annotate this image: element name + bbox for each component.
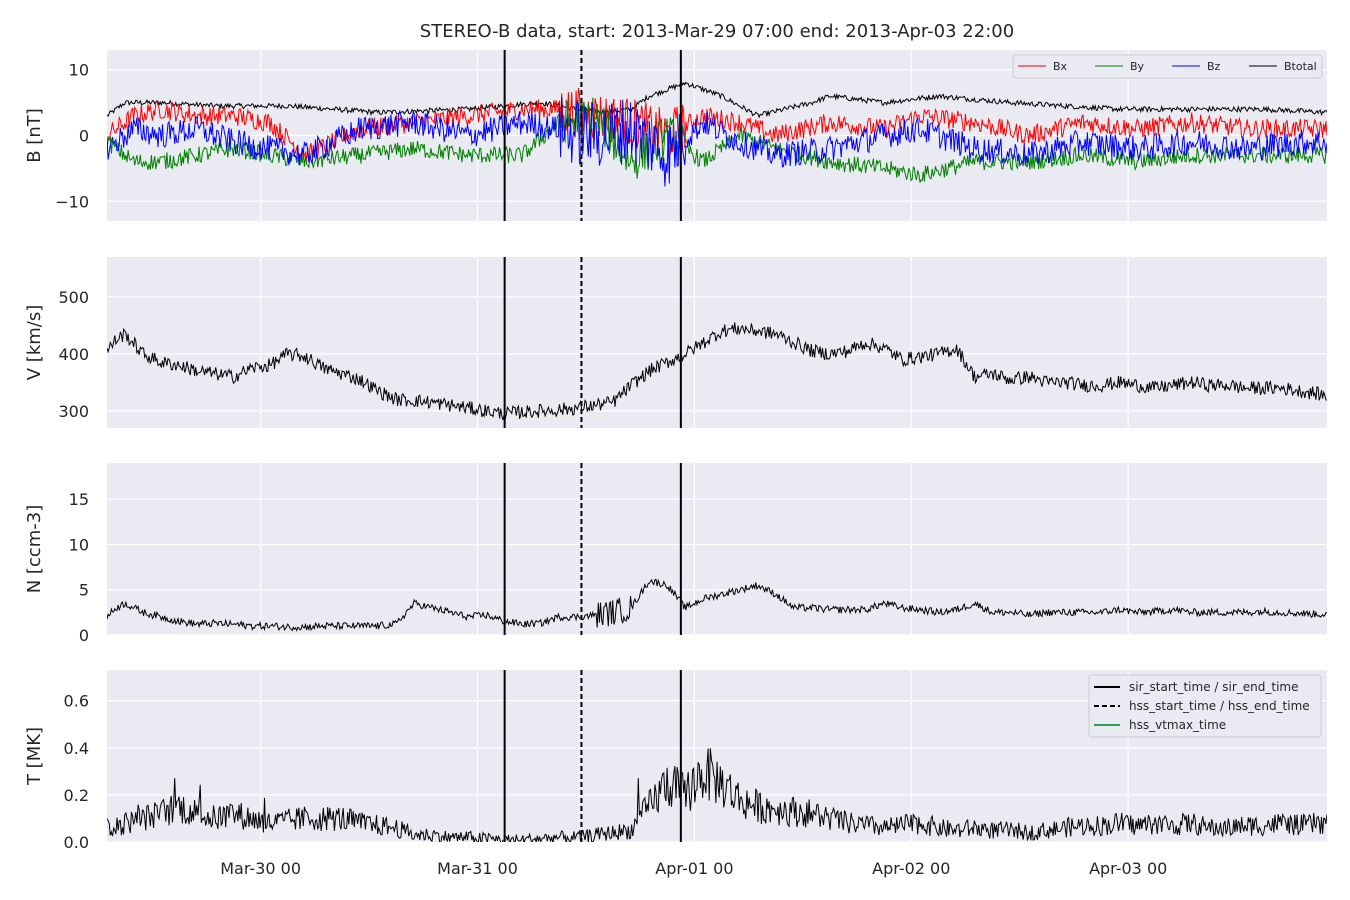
panel-background (107, 463, 1327, 635)
legend-label-bz: Bz (1207, 60, 1221, 73)
plot-area (107, 578, 1327, 632)
legend-label-0: sir_start_time / sir_end_time (1129, 680, 1299, 694)
series-bx-line (107, 88, 1327, 163)
y-axis-label: N [ccm-3] (24, 505, 45, 594)
y-tick-label: 400 (58, 345, 89, 364)
legend-events: sir_start_time / sir_end_time hss_start_t… (1088, 674, 1322, 738)
y-tick-label: 500 (58, 288, 89, 307)
series-btotal-line (107, 81, 1327, 119)
series-t-line (107, 748, 1327, 842)
x-tick-labels: Mar-30 00 Mar-31 00 Apr-01 00 Apr-02 00 Apr-… (220, 859, 1167, 878)
plot-area (107, 748, 1327, 842)
y-tick-label: 0.4 (64, 739, 89, 758)
legend-b-components: Bx By Bz Btotal (1012, 54, 1323, 79)
plot-area (107, 322, 1327, 421)
y-tick-label: −10 (55, 192, 89, 211)
legend-label-btotal: Btotal (1284, 60, 1317, 73)
series-v-line (107, 322, 1327, 421)
x-tick-label: Mar-31 00 (437, 859, 518, 878)
y-axis-label: T [MK] (24, 727, 45, 786)
panel-3: 0 5 10 15 N [ccm-3] (24, 463, 1327, 645)
legend-frame (1012, 54, 1323, 79)
x-tick-label: Apr-01 00 (655, 859, 733, 878)
y-tick-label: 0.2 (64, 786, 89, 805)
legend-label-by: By (1130, 60, 1145, 73)
series-n-line (107, 578, 1327, 632)
panel-background (107, 257, 1327, 428)
chart-title: STEREO-B data, start: 2013-Mar-29 07:00 … (420, 21, 1014, 42)
x-tick-label: Mar-30 00 (220, 859, 301, 878)
legend-label-2: hss_vtmax_time (1129, 718, 1226, 732)
x-tick-label: Apr-03 00 (1089, 859, 1167, 878)
x-tick-label: Apr-02 00 (872, 859, 950, 878)
panel-2: 300 400 500 V [km/s] (24, 257, 1327, 428)
y-tick-label: 0.0 (64, 833, 89, 852)
legend-label-bx: Bx (1053, 60, 1068, 73)
plot-area (107, 81, 1327, 187)
series-bz-line (107, 97, 1327, 187)
panels: −10 0 10 B [nT] 300 400 500 V [km/s] 0 5 10 15 N [cc… (24, 50, 1327, 852)
y-tick-label: 300 (58, 402, 89, 421)
y-tick-label: 5 (79, 581, 89, 600)
y-tick-label: 0 (79, 626, 89, 645)
legend-frame (1088, 674, 1322, 738)
legend-label-1: hss_start_time / hss_end_time (1129, 699, 1310, 713)
y-tick-label: 0 (79, 127, 89, 146)
y-axis-label: B [nT] (24, 108, 45, 163)
y-tick-label: 15 (69, 490, 89, 509)
y-tick-label: 10 (69, 61, 89, 80)
y-axis-label: V [km/s] (24, 305, 45, 380)
y-tick-label: 0.6 (64, 692, 89, 711)
y-tick-label: 10 (69, 535, 89, 554)
